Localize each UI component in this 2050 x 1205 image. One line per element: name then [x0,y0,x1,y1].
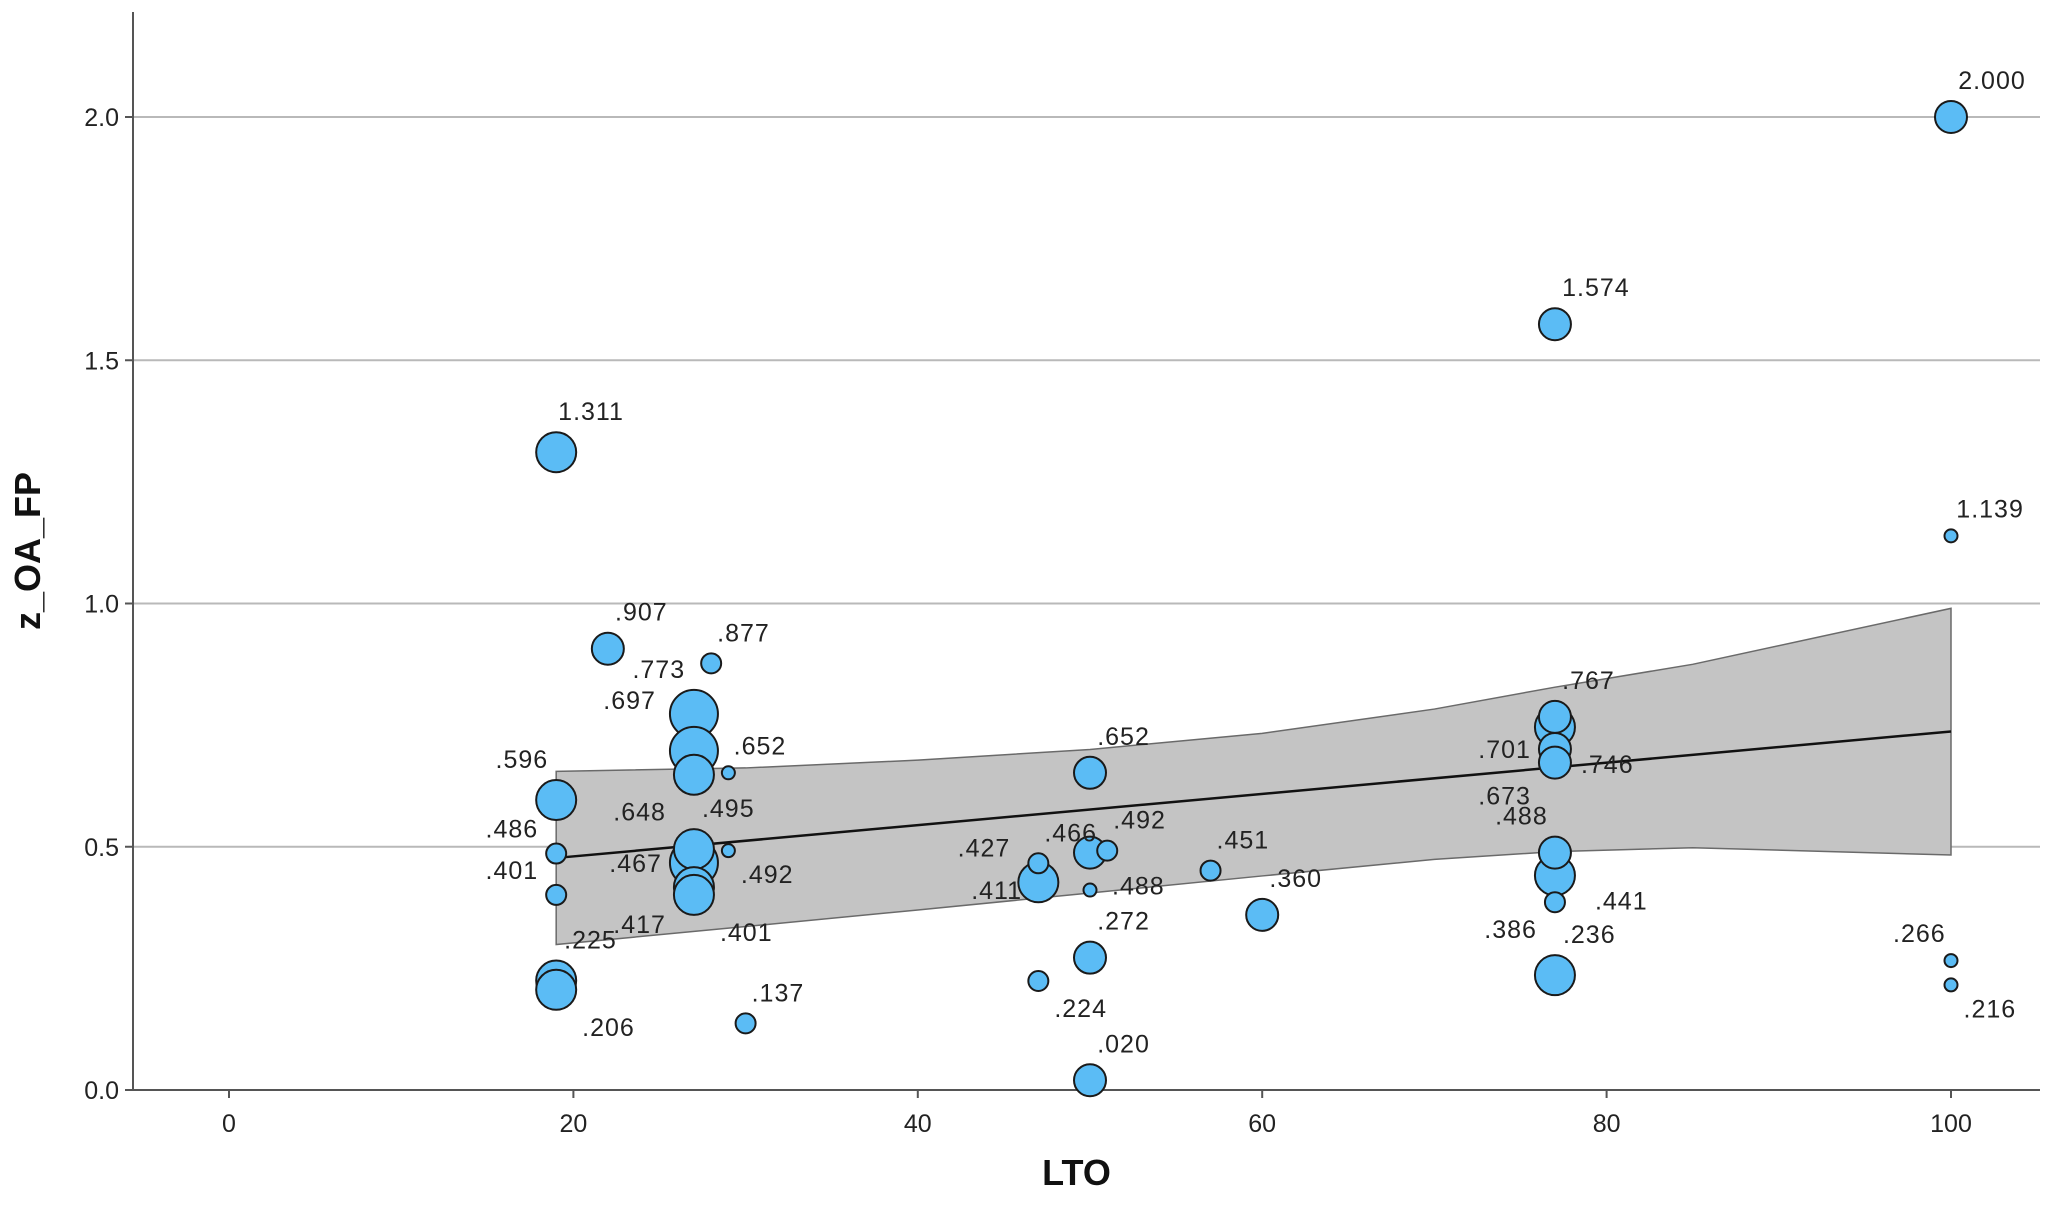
data-point [1533,954,1576,997]
x-tick-label: 60 [1248,1110,1276,1138]
data-label: .673 [1478,783,1531,811]
confidence-band [555,607,1952,946]
confidence-band-group [555,607,1952,946]
data-label: .360 [1269,865,1322,893]
data-label: 1.311 [558,398,624,426]
data-label: .466 [1044,819,1097,847]
data-point [1943,977,1959,993]
data-label: .652 [734,732,787,760]
regression-line [556,730,1952,860]
data-point [1073,1063,1107,1098]
data-label: .492 [741,861,794,889]
data-label: .486 [486,816,539,844]
data-label: .701 [1478,736,1531,764]
data-label: .137 [752,979,805,1007]
data-label: .272 [1097,908,1150,936]
data-label: .020 [1097,1030,1150,1058]
data-point [545,842,568,865]
data-point [1543,891,1566,914]
x-tick-label: 100 [1930,1110,1972,1138]
data-point [545,883,568,906]
data-point [535,968,578,1011]
x-tick-label: 80 [1593,1110,1621,1138]
data-point [1199,859,1222,882]
x-tick-label: 0 [222,1110,236,1138]
data-label: .216 [1964,995,2017,1023]
data-labels: 1.311 .596 .486 .401 .225 .206 .907 .773 .697 .64… [486,67,2026,1058]
y-axis-title: z_OA_FP [7,472,48,630]
data-label: .492 [1113,807,1166,835]
data-label: .767 [1562,667,1615,695]
data-point [1027,852,1050,875]
data-label: .417 [613,911,666,939]
data-point [1943,953,1959,969]
data-point [1073,755,1107,790]
data-point [1245,897,1280,932]
data-label: .386 [1484,916,1537,944]
x-tick-label: 40 [904,1110,932,1138]
data-label: .877 [717,619,770,647]
data-point [1934,100,1968,134]
data-point [720,765,736,781]
data-label: .401 [486,857,539,885]
data-points [535,100,1968,1098]
data-label: .236 [1563,921,1616,949]
data-label: .401 [720,919,773,947]
data-label: .441 [1595,887,1648,915]
y-tick-label: 0.5 [84,834,119,862]
axes: 0.0 0.5 1.0 1.5 2.0 0 20 40 60 80 100 [84,12,2040,1138]
data-label: .488 [1112,873,1165,901]
data-point [1073,940,1107,975]
data-point [1537,307,1572,342]
data-point [1537,699,1572,734]
data-point [1027,970,1050,993]
data-point [720,843,736,859]
y-tick-label: 0.0 [84,1077,119,1105]
data-label: .488 [1495,803,1548,831]
y-tick-label: 2.0 [84,104,119,132]
data-label: .427 [958,834,1011,862]
data-label: .467 [609,850,662,878]
data-label: 1.574 [1562,274,1630,302]
data-label: .495 [702,795,755,823]
data-point [535,779,578,822]
data-label: .225 [564,927,617,955]
data-point [672,873,715,916]
data-label: .907 [615,599,668,627]
data-point [1537,835,1572,870]
data-label: .746 [1581,751,1634,779]
x-tick-label: 20 [559,1110,587,1138]
data-point [1537,745,1572,780]
data-point [1082,882,1098,898]
data-label: .596 [496,746,549,774]
data-point [700,652,723,675]
y-tick-label: 1.5 [84,347,119,375]
data-label: .652 [1097,723,1150,751]
data-label: .648 [613,799,666,827]
data-label: .451 [1217,827,1270,855]
data-point [1096,839,1119,862]
data-point [1943,528,1959,544]
data-label: .411 [971,877,1022,905]
data-point [672,753,715,796]
data-point [734,1012,757,1035]
data-point [672,828,715,871]
data-label: .773 [632,656,685,684]
data-label: 2.000 [1958,67,2026,95]
data-point [535,431,578,474]
x-axis-title: LTO [1042,1152,1111,1193]
data-label: .206 [582,1014,635,1042]
y-tick-label: 1.0 [84,591,119,619]
data-label: 1.139 [1956,495,2024,523]
data-point [590,631,625,666]
data-label: .224 [1054,995,1107,1023]
data-label: .266 [1893,920,1946,948]
data-label: .697 [603,687,656,715]
